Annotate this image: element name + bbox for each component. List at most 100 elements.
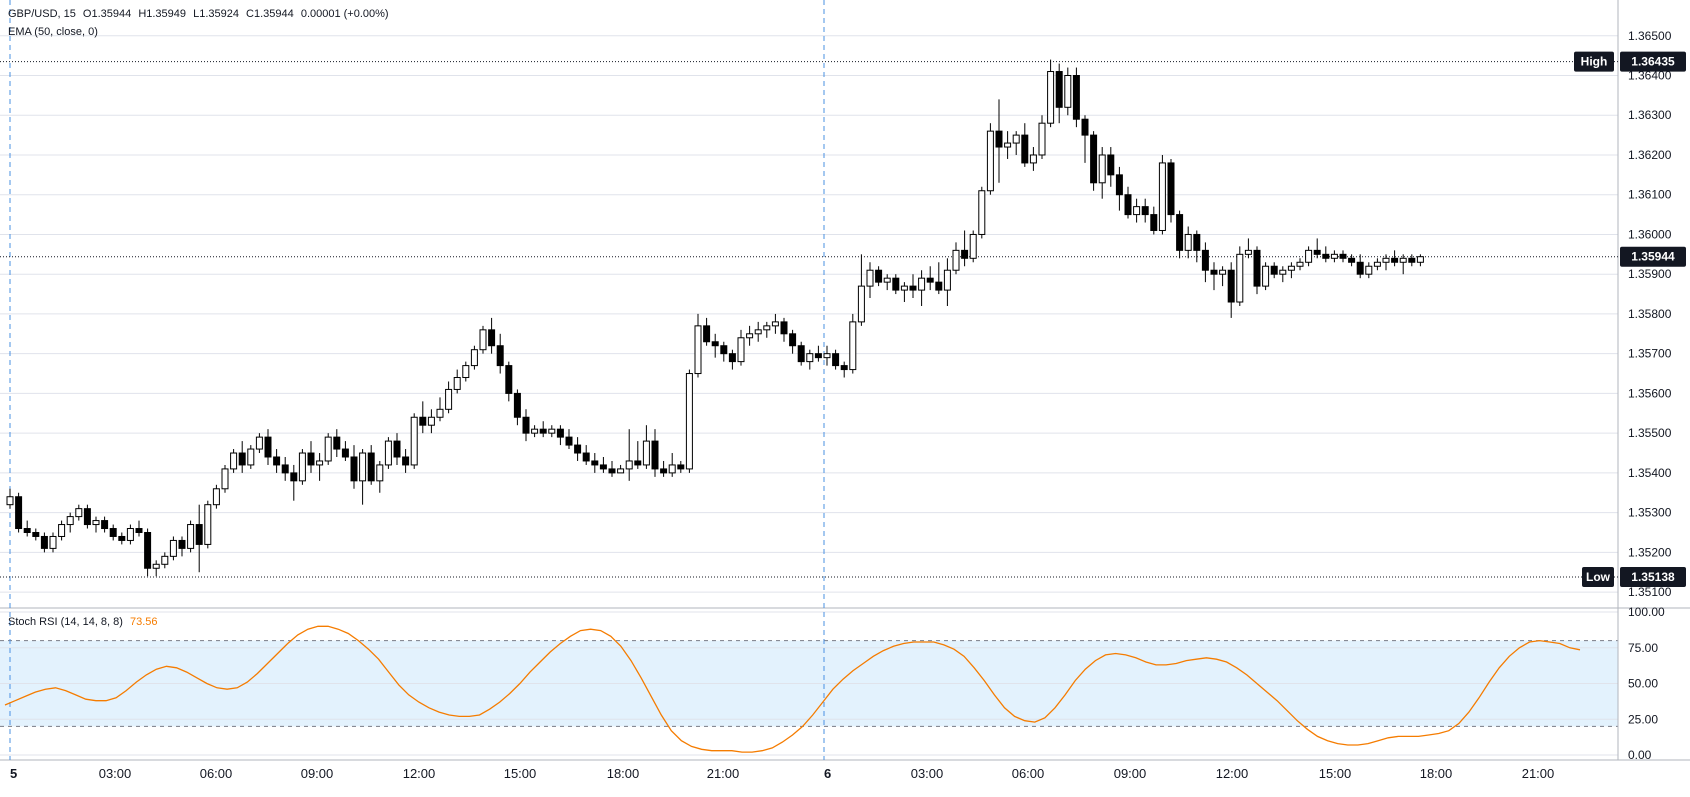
candle-body: [350, 456, 358, 482]
candle-body: [1150, 214, 1158, 231]
candle-body: [58, 524, 66, 537]
candle-body: [900, 285, 908, 291]
candle-body: [479, 329, 487, 351]
last-price-value-box: [1620, 246, 1686, 267]
candle-body: [789, 333, 797, 347]
candle-body: [92, 520, 100, 526]
candle-body: [187, 524, 195, 549]
candle-body: [728, 353, 736, 363]
candle-body: [316, 460, 324, 466]
price-tick-label: 1.36300: [1628, 108, 1672, 122]
candle-body: [462, 365, 470, 379]
candle-body: [582, 452, 590, 462]
candle-body: [1339, 253, 1347, 259]
price-tick-label: 1.35100: [1628, 585, 1672, 599]
candle-body: [926, 277, 934, 283]
candle-body: [1330, 253, 1338, 259]
candle-body: [505, 365, 513, 394]
candle-body: [995, 130, 1003, 148]
candle-body: [634, 460, 642, 466]
candle-body: [1382, 257, 1390, 263]
candle-body: [1313, 249, 1321, 255]
low-marker-value: 1.35138: [1631, 570, 1675, 584]
high-marker-value-box: [1620, 51, 1686, 72]
candle-body: [961, 249, 969, 259]
candle-body: [161, 555, 169, 565]
candle-body: [952, 249, 960, 271]
candle-body: [943, 269, 951, 291]
x-time-label: 06:00: [200, 766, 233, 781]
price-tick-label: 1.36100: [1628, 188, 1672, 202]
candle-body: [1201, 249, 1209, 271]
price-tick-label: 1.35800: [1628, 307, 1672, 321]
candle-body: [144, 531, 152, 569]
candle-body: [1322, 253, 1330, 259]
candle-body: [1279, 269, 1287, 275]
candle-body: [875, 269, 883, 283]
price-tick-label: 1.36400: [1628, 69, 1672, 83]
candle-body: [488, 329, 496, 347]
candle-body: [255, 436, 263, 450]
x-time-label: 03:00: [99, 766, 132, 781]
candle-body: [797, 345, 805, 363]
candle-body: [445, 388, 453, 410]
candle-body: [832, 353, 840, 367]
stoch-tick-label: 100.00: [1628, 605, 1665, 619]
candle-body: [436, 408, 444, 418]
candle-body: [1038, 122, 1046, 156]
candle-body: [617, 468, 625, 474]
stoch-legend: Stoch RSI (14, 14, 8, 8) 73.56: [8, 616, 162, 628]
last-price-value: 1.35944: [1631, 250, 1675, 264]
price-tick-label: 1.35500: [1628, 426, 1672, 440]
candle-body: [771, 321, 779, 327]
symbol-label: GBP/USD, 15: [8, 8, 76, 20]
candle-body: [703, 325, 711, 343]
candle-body: [892, 277, 900, 291]
candle-body: [1270, 265, 1278, 275]
x-day-label: 6: [824, 766, 831, 781]
candle-body: [531, 428, 539, 434]
candle-body: [393, 440, 401, 458]
price-tick-label: 1.35900: [1628, 267, 1672, 281]
candle-body: [685, 373, 693, 470]
candle-body: [40, 535, 48, 549]
price-tick-label: 1.36000: [1628, 227, 1672, 241]
stoch-rsi-line: [4, 625, 1581, 753]
candle-body: [118, 535, 126, 541]
candle-body: [427, 416, 435, 426]
candle-body: [806, 353, 814, 363]
candle-body: [15, 496, 23, 530]
candle-body: [1021, 134, 1029, 164]
candle-body: [711, 341, 719, 347]
candle-body: [1133, 206, 1141, 216]
candle-body: [737, 337, 745, 363]
candle-body: [986, 130, 994, 192]
candle-body: [1305, 249, 1313, 263]
candle-body: [281, 464, 289, 474]
candle-body: [1399, 257, 1407, 263]
candle-body: [1184, 233, 1192, 251]
x-time-label: 03:00: [911, 766, 944, 781]
x-time-label: 15:00: [1319, 766, 1352, 781]
candle-body: [1287, 265, 1295, 271]
price-tick-label: 1.35700: [1628, 347, 1672, 361]
candle-body: [238, 452, 246, 466]
candle-body: [359, 452, 367, 482]
candle-body: [341, 448, 349, 458]
candle-body: [333, 436, 341, 450]
candle-body: [574, 444, 582, 454]
candle-body: [384, 440, 392, 466]
candle-body: [883, 277, 891, 283]
x-time-label: 18:00: [1420, 766, 1453, 781]
candle-body: [376, 464, 384, 482]
candle-body: [513, 392, 521, 418]
candle-body: [453, 377, 461, 390]
candle-body: [410, 416, 418, 466]
open-value: O1.35944: [82, 8, 132, 20]
x-day-label: 5: [10, 766, 17, 781]
candle-body: [169, 539, 177, 557]
candle-body: [83, 508, 91, 526]
candle-body: [539, 428, 547, 434]
